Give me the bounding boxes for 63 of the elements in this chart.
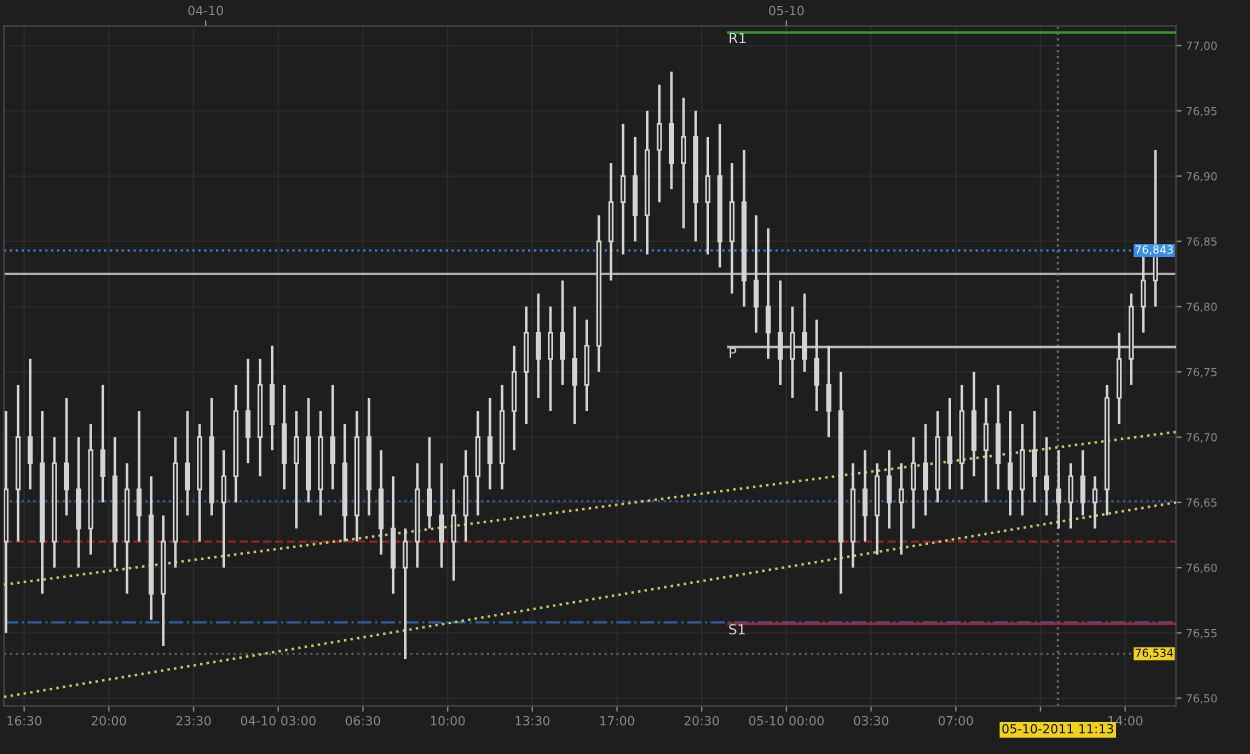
candlestick <box>789 305 795 400</box>
candlestick <box>826 344 832 439</box>
candlestick <box>814 318 820 413</box>
candlestick <box>1080 448 1086 517</box>
candlestick <box>378 448 384 556</box>
candlestick <box>281 383 287 491</box>
candlestick <box>439 461 445 569</box>
candlestick <box>451 488 457 582</box>
candlestick <box>487 396 493 491</box>
candlestick <box>584 318 590 413</box>
candlestick <box>656 83 662 204</box>
candlestick <box>862 448 868 543</box>
candlestick <box>802 292 808 374</box>
candlestick <box>1092 475 1098 530</box>
candlestick <box>1031 409 1037 504</box>
candlestick <box>136 409 142 543</box>
candlestick <box>947 396 953 491</box>
candlestick <box>475 409 481 517</box>
candlestick <box>971 370 977 478</box>
candlestick <box>632 135 638 243</box>
candlestick <box>1019 422 1025 517</box>
candlestick <box>1116 331 1122 426</box>
candlestick <box>1056 448 1062 530</box>
candlestick <box>221 448 227 569</box>
candlestick <box>560 279 566 387</box>
candlestick <box>27 357 33 491</box>
candlestick <box>898 461 904 556</box>
candlestick <box>535 292 541 400</box>
candlestick <box>668 70 674 191</box>
candlestick <box>923 422 929 517</box>
candlestick <box>293 409 299 530</box>
candlestick <box>426 435 433 530</box>
candlestick <box>681 96 687 230</box>
candlestick <box>572 305 578 426</box>
candlestick <box>1007 409 1013 517</box>
candlestick <box>547 305 554 413</box>
candlestick <box>390 475 396 595</box>
candlestick <box>995 383 1001 491</box>
candlestick <box>463 448 469 543</box>
candlestick <box>100 383 106 504</box>
candlestick <box>777 279 783 387</box>
candlestick <box>511 344 517 452</box>
candlestick <box>753 214 759 334</box>
candlestick <box>184 409 191 517</box>
candlestick <box>1068 461 1074 530</box>
candlestick <box>76 435 82 569</box>
candlestick <box>269 344 275 452</box>
candlestick <box>608 161 614 282</box>
candlestick <box>886 448 892 530</box>
candlestick <box>523 305 529 426</box>
candlestick <box>874 461 880 556</box>
candlestick <box>729 161 735 295</box>
candlestick <box>1044 435 1050 517</box>
candlestick <box>620 122 626 256</box>
candlestick <box>63 396 70 517</box>
candlestick <box>245 357 251 465</box>
candlestick <box>765 227 771 361</box>
candlestick <box>330 383 336 491</box>
candlestick <box>983 396 989 504</box>
candlestick <box>402 527 408 661</box>
candlestick <box>910 435 916 530</box>
candlestick <box>1140 253 1146 334</box>
candlestick <box>705 135 711 256</box>
